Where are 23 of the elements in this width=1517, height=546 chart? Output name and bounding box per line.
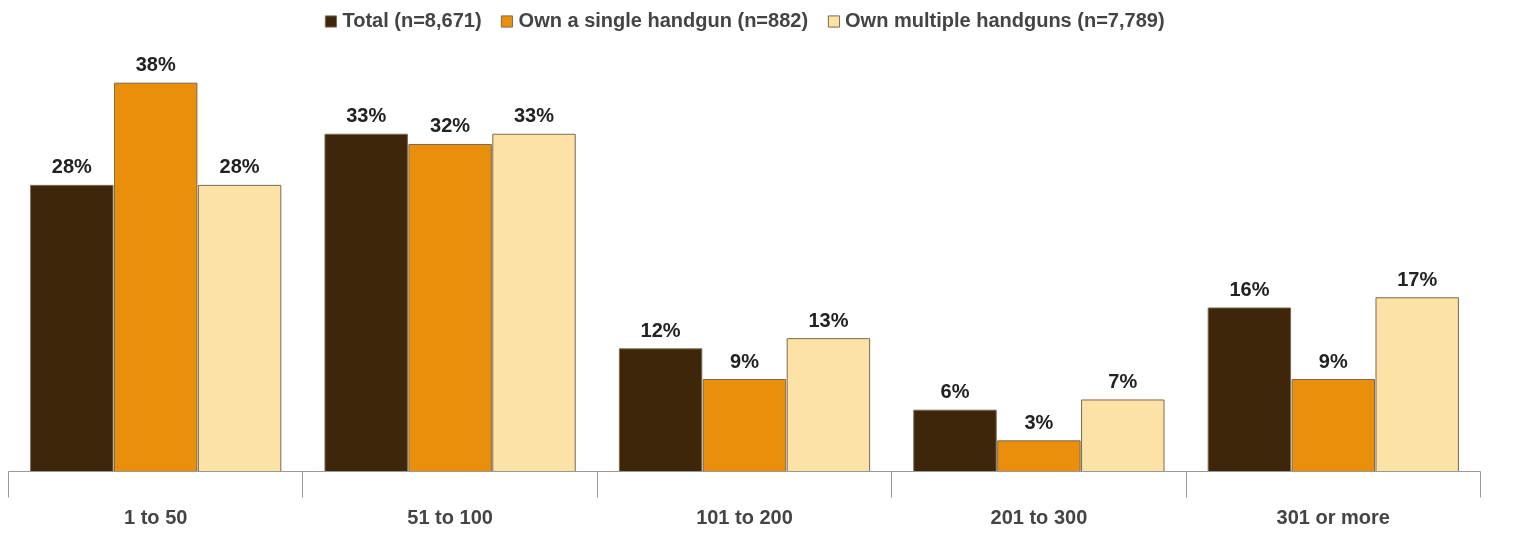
data-label: 13% [808,308,849,331]
data-label: 6% [940,380,970,403]
data-label: 38% [135,53,176,76]
x-tick-label: 101 to 200 [696,505,793,528]
data-label: 3% [1024,410,1054,433]
data-label: 16% [1229,277,1270,300]
legend-label: Own a single handgun (n=882) [518,9,809,32]
data-label: 28% [51,155,93,178]
data-label: 9% [730,349,760,372]
legend-label: Total (n=8,671) [342,9,482,32]
x-tick-label: 1 to 50 [124,505,188,528]
legend-label: Own multiple handguns (n=7,789) [845,9,1165,32]
data-label: 12% [640,318,681,341]
data-label: 32% [430,114,471,137]
data-label: 17% [1397,267,1438,290]
x-tick-label: 301 or more [1276,505,1390,528]
x-tick-label: 201 to 300 [990,505,1088,528]
data-label: 33% [346,104,387,127]
data-label: 28% [219,155,260,178]
x-tick-label: 51 to 100 [407,505,493,528]
data-label: 7% [1108,369,1138,392]
data-label: 33% [513,104,555,127]
data-label: 9% [1318,349,1348,372]
